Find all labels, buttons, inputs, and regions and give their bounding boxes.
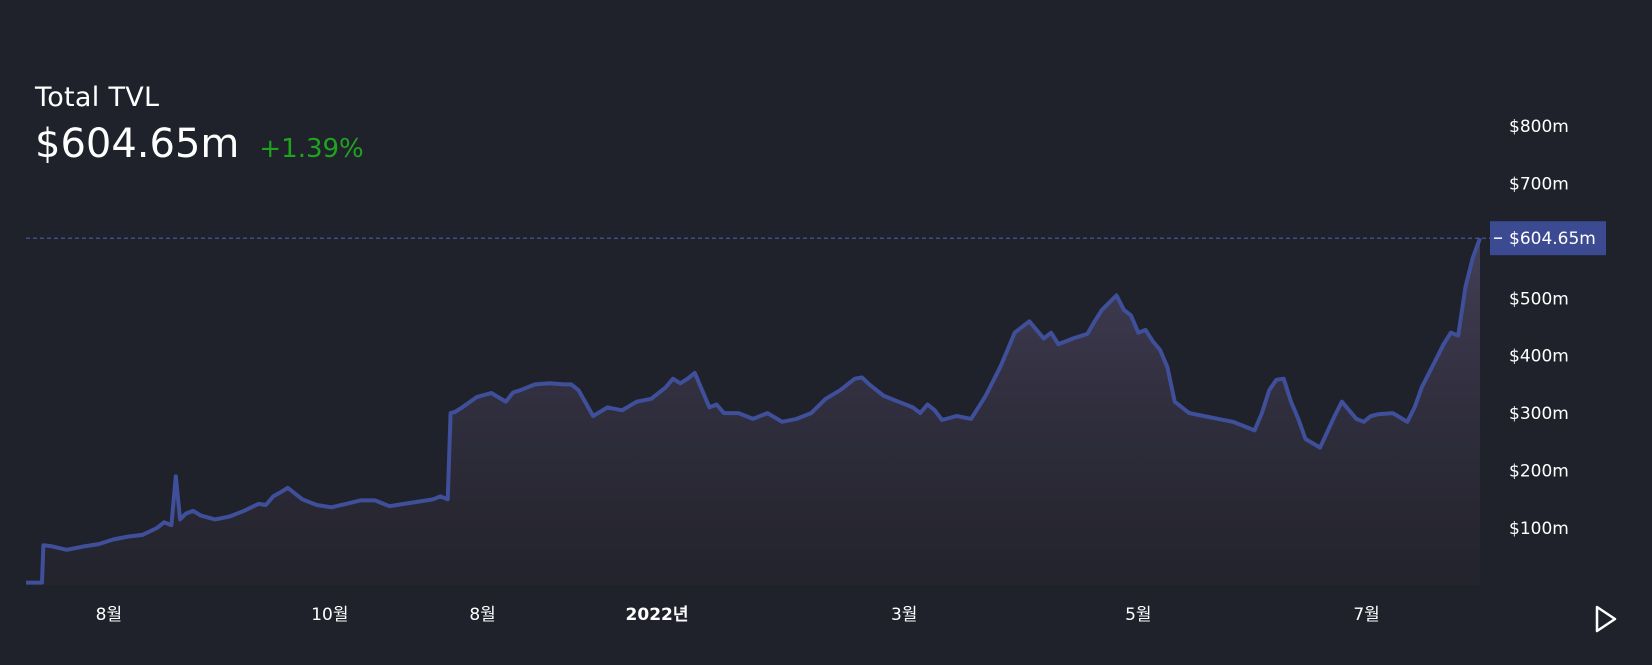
x-tick-label: 8월 bbox=[469, 605, 495, 625]
y-tick-label: $400m bbox=[1509, 347, 1569, 367]
current-value-marker: $604.65m bbox=[26, 221, 1606, 256]
price-scale-bg bbox=[1484, 0, 1652, 665]
current-tvl-value: $604.65m bbox=[35, 121, 240, 167]
play-icon[interactable] bbox=[1594, 605, 1618, 633]
x-axis: 8월 10월 8월 2022년 3월 5월 7월 bbox=[96, 605, 1380, 625]
y-tick-label: $100m bbox=[1509, 519, 1569, 539]
x-tick-label: 2022년 bbox=[626, 605, 689, 625]
line-layer bbox=[26, 237, 1482, 585]
current-value-label: $604.65m bbox=[1509, 229, 1596, 249]
x-tick-label: 7월 bbox=[1353, 605, 1379, 625]
tvl-line bbox=[26, 237, 1482, 585]
chart-header: Total TVL $604.65m +1.39% bbox=[35, 82, 364, 167]
area-layer bbox=[26, 238, 1480, 585]
y-tick-label: $200m bbox=[1509, 462, 1569, 482]
x-tick-label: 10월 bbox=[311, 605, 348, 625]
y-tick-label: $800m bbox=[1509, 117, 1569, 137]
change-percent: +1.39% bbox=[259, 134, 364, 164]
y-tick-label: $300m bbox=[1509, 404, 1569, 424]
y-tick-label: $500m bbox=[1509, 289, 1569, 309]
x-tick-label: 3월 bbox=[891, 605, 917, 625]
chart-title: Total TVL bbox=[35, 82, 160, 113]
current-value-label-bg bbox=[1490, 221, 1606, 256]
x-tick-label: 5월 bbox=[1125, 605, 1151, 625]
x-tick-label: 8월 bbox=[96, 605, 122, 625]
y-tick-label: $700m bbox=[1509, 174, 1569, 194]
value-row: $604.65m +1.39% bbox=[35, 121, 364, 167]
tvl-area bbox=[26, 238, 1480, 585]
y-axis: $100m $200m $300m $400m $500m $700m $800m bbox=[1509, 117, 1569, 539]
